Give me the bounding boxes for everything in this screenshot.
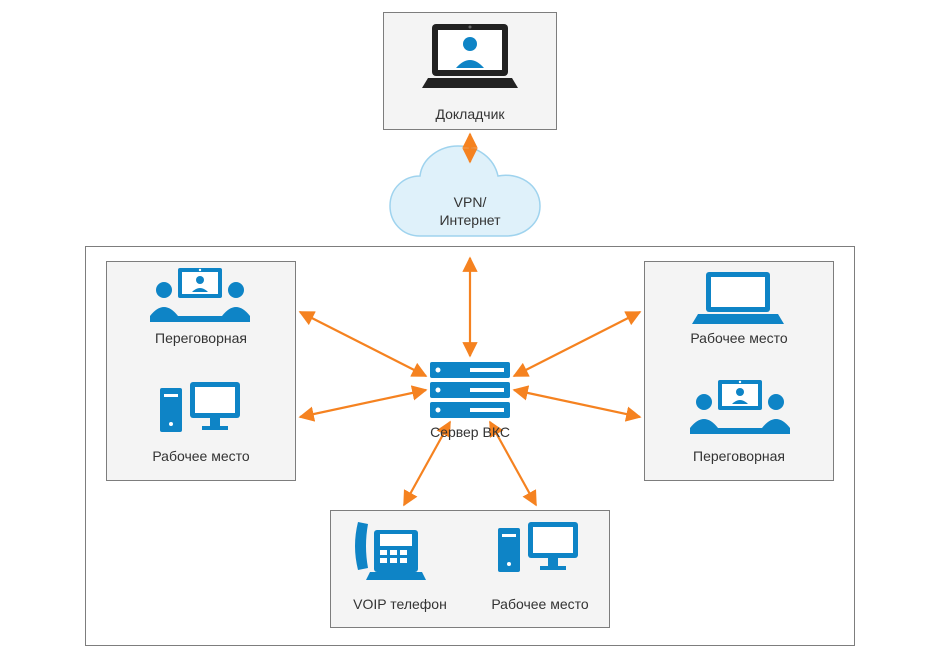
cloud-label-1: VPN/ bbox=[395, 194, 545, 210]
left-bottom-label: Рабочее место bbox=[106, 448, 296, 464]
diagram-stage: Докладчик VPN/ Интернет Сервер ВКС Перег… bbox=[0, 0, 940, 652]
left-top-label: Переговорная bbox=[106, 330, 296, 346]
right-bottom-label: Переговорная bbox=[644, 448, 834, 464]
cloud-label-2: Интернет bbox=[395, 212, 545, 228]
bottom-right-label: Рабочее место bbox=[470, 596, 610, 612]
server-label: Сервер ВКС bbox=[410, 424, 530, 440]
presenter-label: Докладчик bbox=[383, 106, 557, 122]
right-top-label: Рабочее место bbox=[644, 330, 834, 346]
bottom-left-label: VOIP телефон bbox=[330, 596, 470, 612]
